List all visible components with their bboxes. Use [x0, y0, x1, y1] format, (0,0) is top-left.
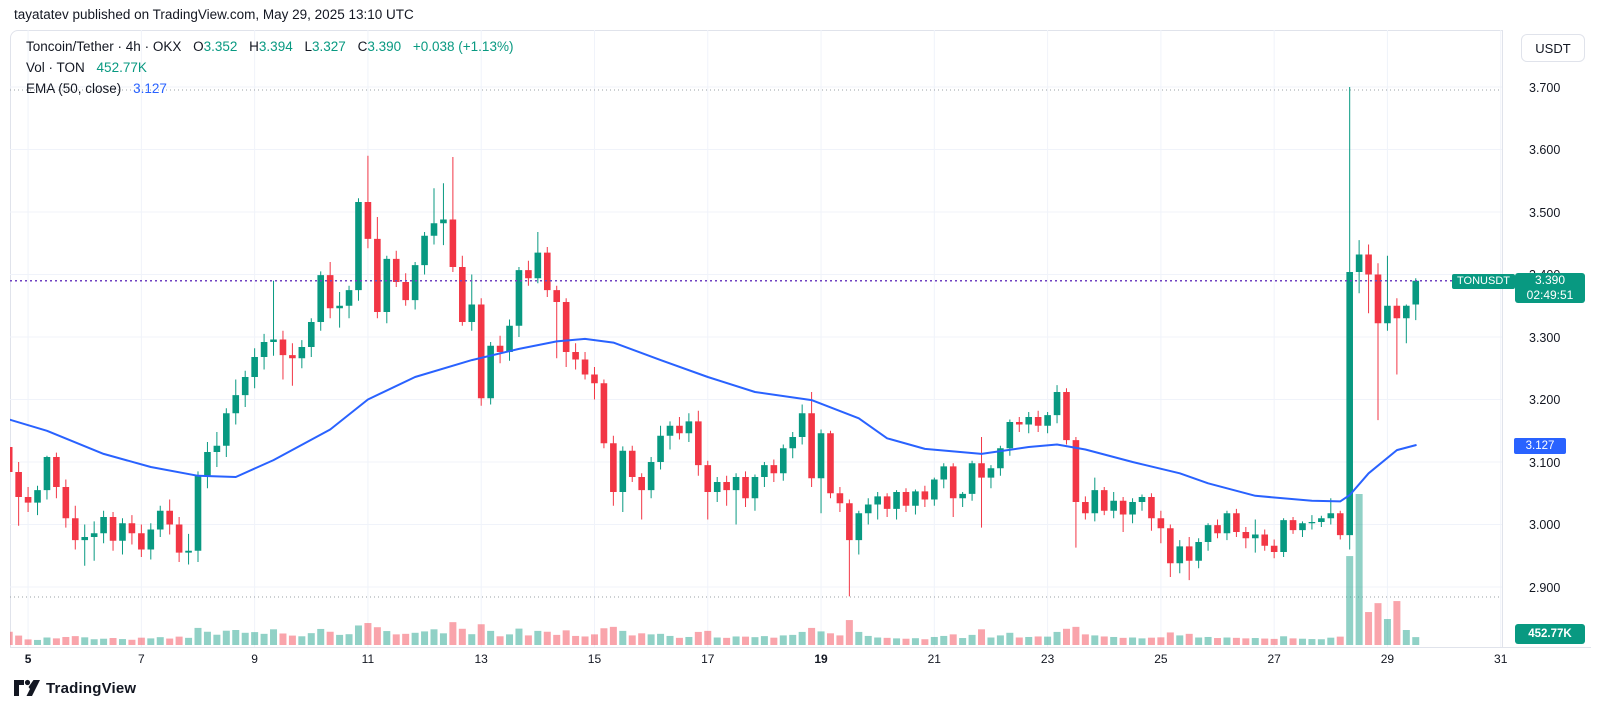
legend-ema-row[interactable]: EMA (50, close) 3.127 — [26, 79, 513, 99]
ema-line[interactable] — [10, 337, 1417, 503]
grid-lines — [10, 30, 1502, 647]
legend-volume-row[interactable]: Vol · TON 452.77K — [26, 58, 513, 78]
tradingview-logo-icon — [14, 679, 40, 696]
legend-symbol-row[interactable]: Toncoin/Tether · 4h · OKX O3.352 H3.394 … — [26, 37, 513, 57]
time-axis-label: 5 — [24, 652, 32, 666]
time-axis[interactable]: 5 7 9 11 13 15 17 19 21 23 25 27 29 31 — [10, 647, 1591, 673]
price-axis-label: 3.500 — [1529, 205, 1561, 220]
tradingview-brand-text: TradingView — [46, 679, 137, 697]
ohlc-high-label: H — [249, 39, 259, 54]
time-axis-label: 23 — [1040, 652, 1055, 666]
volume-label: Vol · TON — [26, 60, 85, 75]
time-axis-label: 27 — [1267, 652, 1281, 666]
ohlc-close-value: 3.390 — [367, 39, 402, 54]
volume-axis-label: 452.77K — [1515, 624, 1585, 644]
last-price-value: 3.390 — [1534, 273, 1566, 287]
time-axis-label: 7 — [138, 652, 145, 666]
time-axis-label: 25 — [1154, 652, 1168, 666]
candle-series — [10, 87, 1420, 597]
chart-legend[interactable]: Toncoin/Tether · 4h · OKX O3.352 H3.394 … — [26, 37, 513, 100]
symbol-title[interactable]: Toncoin/Tether · 4h · OKX — [26, 39, 182, 54]
time-axis-label: 17 — [701, 652, 715, 666]
time-axis-label: 15 — [587, 652, 602, 666]
ohlc-low-value: 3.327 — [312, 39, 346, 54]
time-axis-label: 21 — [927, 652, 941, 666]
ohlc-open-label: O — [193, 39, 204, 54]
ema-price-label: 3.127 — [1514, 438, 1566, 454]
ohlc-open-value: 3.352 — [203, 39, 238, 54]
currency-button[interactable]: USDT — [1521, 34, 1585, 62]
range-marker-lines — [10, 89, 1502, 598]
candlestick-chart[interactable] — [10, 30, 1502, 647]
ohlc-close-label: C — [357, 39, 368, 54]
price-axis-label: 3.000 — [1529, 518, 1561, 532]
volume-value: 452.77K — [96, 60, 147, 75]
time-axis-label: 13 — [474, 652, 488, 666]
price-axis-label: 2.900 — [1529, 580, 1561, 595]
symbol-price-tag[interactable]: TONUSDT — [1452, 274, 1515, 289]
time-axis-label: 19 — [814, 652, 828, 666]
change-value: +0.038 (+1.13%) — [412, 39, 514, 54]
time-axis-label: 11 — [361, 652, 375, 666]
price-axis-label: 3.100 — [1529, 455, 1561, 470]
publish-attribution: tayatatev published on TradingView.com, … — [14, 7, 414, 22]
time-axis-label: 29 — [1380, 652, 1395, 666]
price-axis-label: 3.700 — [1529, 80, 1561, 95]
ohlc-low-label: L — [304, 39, 312, 54]
ema-label: EMA (50, close) — [26, 81, 122, 96]
tradingview-footer[interactable]: TradingView — [14, 678, 136, 698]
volume-bars — [10, 494, 1420, 645]
time-axis-label: 31 — [1494, 652, 1508, 666]
last-price-label: 3.390 02:49:51 — [1515, 273, 1585, 303]
time-axis-label: 9 — [251, 652, 258, 666]
ema-value: 3.127 — [133, 81, 167, 96]
price-axis[interactable]: 3.7003.6003.5003.4003.3003.2003.1003.000… — [1502, 30, 1592, 647]
bar-countdown: 02:49:51 — [1526, 288, 1574, 302]
ohlc-high-value: 3.394 — [258, 39, 293, 54]
price-axis-label: 3.300 — [1529, 330, 1561, 345]
price-axis-label: 3.200 — [1529, 393, 1561, 407]
price-axis-label: 3.600 — [1529, 143, 1561, 157]
